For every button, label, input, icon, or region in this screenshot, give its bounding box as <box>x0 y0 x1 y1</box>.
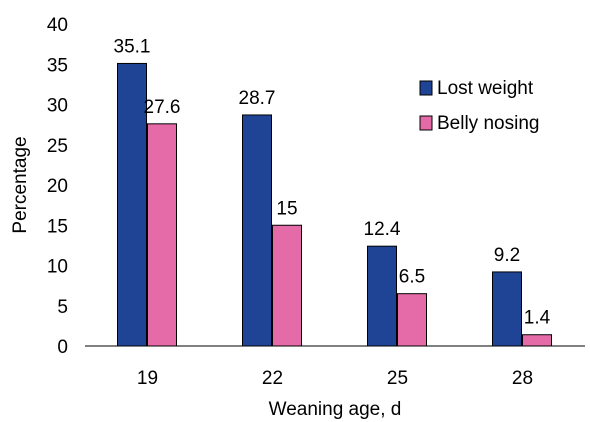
y-tick-label: 30 <box>47 96 68 117</box>
data-label: 12.4 <box>364 219 401 240</box>
y-tick-label: 15 <box>47 216 68 237</box>
bar-lost-weight <box>367 245 397 347</box>
y-tick-label: 10 <box>47 257 68 278</box>
y-axis-title: Percentage <box>10 136 31 233</box>
x-tick-label: 22 <box>262 368 283 389</box>
y-tick-label: 35 <box>47 55 68 76</box>
data-label: 27.6 <box>144 97 181 118</box>
bar-lost-weight <box>117 62 147 347</box>
bar-lost-weight <box>242 114 272 347</box>
data-labels: 35.1 27.6 28.7 15 12.4 6.5 9.2 1.4 <box>114 36 551 328</box>
x-tick-label: 19 <box>137 368 158 389</box>
data-label: 35.1 <box>114 36 151 57</box>
data-label: 28.7 <box>239 88 276 109</box>
y-axis-ticks: 0 5 10 15 20 25 30 35 40 <box>47 15 68 358</box>
y-tick-label: 0 <box>57 337 68 358</box>
data-label: 15 <box>276 198 297 219</box>
legend: Lost weight Belly nosing <box>419 78 539 134</box>
y-tick-label: 5 <box>57 297 68 318</box>
y-tick-label: 40 <box>47 15 68 36</box>
legend-label: Lost weight <box>437 78 534 99</box>
bar-belly-nosing <box>147 123 177 347</box>
legend-swatch <box>419 115 433 131</box>
data-label: 1.4 <box>524 308 551 329</box>
x-tick-label: 25 <box>387 368 408 389</box>
x-axis-ticks: 19 22 25 28 <box>137 368 533 389</box>
x-tick-label: 28 <box>512 368 533 389</box>
data-label: 6.5 <box>399 267 425 288</box>
y-tick-label: 25 <box>47 136 68 157</box>
bar-lost-weight <box>492 271 522 347</box>
bar-belly-nosing <box>522 334 552 347</box>
x-axis-title: Weaning age, d <box>269 399 402 420</box>
data-label: 9.2 <box>494 245 520 266</box>
bar-belly-nosing <box>397 293 427 347</box>
y-tick-label: 20 <box>47 176 68 197</box>
bars <box>117 62 552 347</box>
bar-belly-nosing <box>272 224 302 347</box>
legend-swatch <box>419 80 433 96</box>
legend-label: Belly nosing <box>437 113 539 134</box>
